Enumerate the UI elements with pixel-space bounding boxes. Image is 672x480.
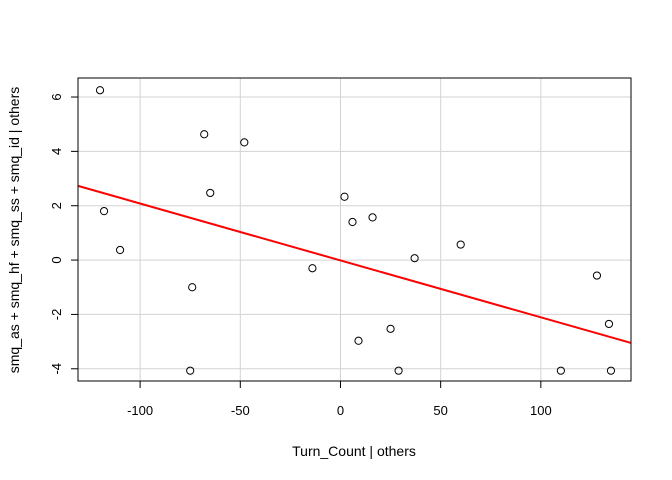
data-point <box>115 245 125 255</box>
data-point <box>592 271 602 280</box>
plot-box <box>77 77 632 382</box>
data-points <box>95 86 616 375</box>
data-point <box>200 130 209 139</box>
data-point <box>354 336 363 345</box>
data-point <box>308 264 317 273</box>
data-point <box>606 366 616 375</box>
data-point <box>95 86 105 95</box>
y-axis-title: smq_as + smq_hf + smq_ss + smq_id | othe… <box>6 87 22 374</box>
x-tick-label: -50 <box>231 403 250 418</box>
y-axis: -4 -2 0 2 4 6 <box>49 93 79 375</box>
data-point <box>556 366 565 375</box>
data-point <box>188 283 197 292</box>
data-point <box>206 188 215 198</box>
data-point <box>348 217 357 227</box>
data-point <box>604 319 614 329</box>
data-point <box>410 254 419 263</box>
y-tick-label: -2 <box>49 309 64 321</box>
grid-lines <box>78 78 631 381</box>
x-axis: -100 -50 0 50 100 <box>127 380 552 418</box>
y-tick-label: 6 <box>49 93 64 100</box>
x-tick-label: -100 <box>127 403 153 418</box>
data-point <box>386 324 395 333</box>
data-point <box>340 192 349 201</box>
regression-line-group <box>77 184 632 344</box>
y-tick-label: 0 <box>49 256 64 263</box>
x-tick-label: 0 <box>337 403 344 418</box>
x-tick-label: 100 <box>530 403 552 418</box>
y-tick-label: -4 <box>49 363 64 375</box>
x-axis-title: Turn_Count | others <box>292 443 416 459</box>
data-point <box>99 207 109 216</box>
data-point <box>240 138 249 147</box>
y-tick-label: 2 <box>49 202 64 209</box>
data-point <box>394 366 403 375</box>
data-point <box>368 213 377 222</box>
data-point <box>456 240 465 249</box>
data-point <box>186 366 195 375</box>
regression-line <box>77 184 632 344</box>
y-tick-label: 4 <box>49 148 64 155</box>
x-tick-label: 50 <box>433 403 447 418</box>
